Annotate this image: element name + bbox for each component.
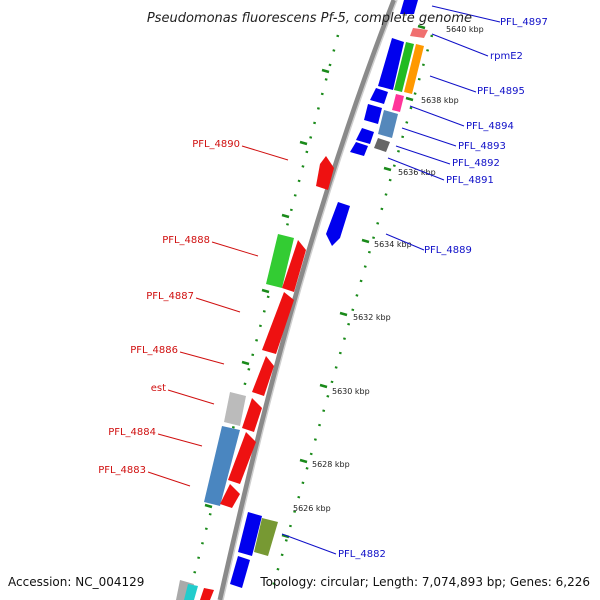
gene-pfl4889[interactable] — [326, 202, 350, 246]
label-pfl4892[interactable]: PFL_4892 — [452, 158, 500, 169]
gene-bottom-red[interactable] — [200, 588, 214, 600]
gene-pfl4884-blue[interactable] — [204, 426, 240, 506]
map-title: Pseudomonas fluorescens Pf-5, complete g… — [147, 11, 472, 26]
gene-bottom-cyan[interactable] — [184, 584, 198, 600]
gene-rpme2[interactable] — [410, 28, 428, 38]
gene-pfl4881[interactable] — [230, 556, 250, 588]
label-rpme2[interactable]: rpmE2 — [490, 51, 523, 62]
gene-pfl4888-red[interactable] — [282, 240, 306, 292]
label-pfl4890[interactable]: PFL_4890 — [192, 139, 240, 150]
inner-tick-track — [270, 34, 434, 591]
label-est[interactable]: est — [151, 383, 166, 394]
major-tick-marks — [204, 24, 426, 539]
gene-pfl4895-orange[interactable] — [404, 44, 424, 94]
tick-label-5632: 5632 kbp — [353, 313, 391, 322]
gene-pfl4893[interactable] — [378, 110, 398, 138]
gene-est-red[interactable] — [242, 398, 262, 432]
tick-label-5630: 5630 kbp — [332, 387, 370, 396]
gene-pfl4883[interactable] — [220, 484, 240, 508]
tick-label-5626: 5626 kbp — [293, 504, 331, 513]
label-pfl4889[interactable]: PFL_4889 — [424, 245, 472, 256]
label-pfl4888[interactable]: PFL_4888 — [162, 235, 210, 246]
label-pfl4893[interactable]: PFL_4893 — [458, 141, 506, 152]
gene-pfl4897[interactable] — [400, 0, 418, 14]
label-pfl4894[interactable]: PFL_4894 — [466, 121, 514, 132]
gene-pfl4892-gray[interactable] — [374, 138, 390, 152]
label-pfl4887[interactable]: PFL_4887 — [146, 291, 194, 302]
tick-label-5640: 5640 kbp — [446, 25, 484, 34]
gene-pfl4894-pink[interactable] — [392, 94, 404, 112]
right-label-leaders — [281, 5, 501, 555]
left-label-leaders — [147, 145, 289, 487]
gene-pfl4894-a[interactable] — [370, 88, 388, 104]
label-pfl4897[interactable]: PFL_4897 — [500, 17, 548, 28]
tick-label-5636: 5636 kbp — [398, 168, 436, 177]
gene-est-gray[interactable] — [224, 392, 246, 426]
gene-pfl4886[interactable] — [252, 356, 274, 396]
genome-backbone — [217, 0, 397, 600]
gene-pfl4887[interactable] — [262, 292, 294, 354]
tick-label-5628: 5628 kbp — [312, 460, 350, 469]
label-pfl4886[interactable]: PFL_4886 — [130, 345, 178, 356]
gene-pfl4884-red[interactable] — [228, 432, 256, 484]
gene-pfl4895-green[interactable] — [394, 42, 414, 92]
tick-label-5638: 5638 kbp — [421, 96, 459, 105]
label-pfl4884[interactable]: PFL_4884 — [108, 427, 156, 438]
gene-pfl4891[interactable] — [350, 142, 368, 156]
label-pfl4883[interactable]: PFL_4883 — [98, 465, 146, 476]
gene-pfl4888-green[interactable] — [266, 234, 294, 288]
genome-backbone-highlight — [222, 0, 398, 600]
gene-pfl4896[interactable] — [378, 38, 404, 90]
topology-text: Topology: circular; Length: 7,074,893 bp… — [259, 575, 590, 589]
gene-pfl4894-b[interactable] — [364, 104, 382, 124]
gene-pfl4882-blue[interactable] — [238, 512, 262, 556]
label-pfl4891[interactable]: PFL_4891 — [446, 175, 494, 186]
gene-pfl4892-a[interactable] — [356, 128, 374, 144]
reverse-strand-genes — [176, 156, 334, 600]
tick-label-5634: 5634 kbp — [374, 240, 412, 249]
label-pfl4882[interactable]: PFL_4882 — [338, 549, 386, 560]
accession-text: Accession: NC_004129 — [8, 575, 144, 589]
forward-strand-genes — [230, 0, 428, 588]
gene-pfl4890[interactable] — [316, 156, 334, 190]
label-pfl4895[interactable]: PFL_4895 — [477, 86, 525, 97]
gene-pfl4882-olive[interactable] — [254, 518, 278, 556]
